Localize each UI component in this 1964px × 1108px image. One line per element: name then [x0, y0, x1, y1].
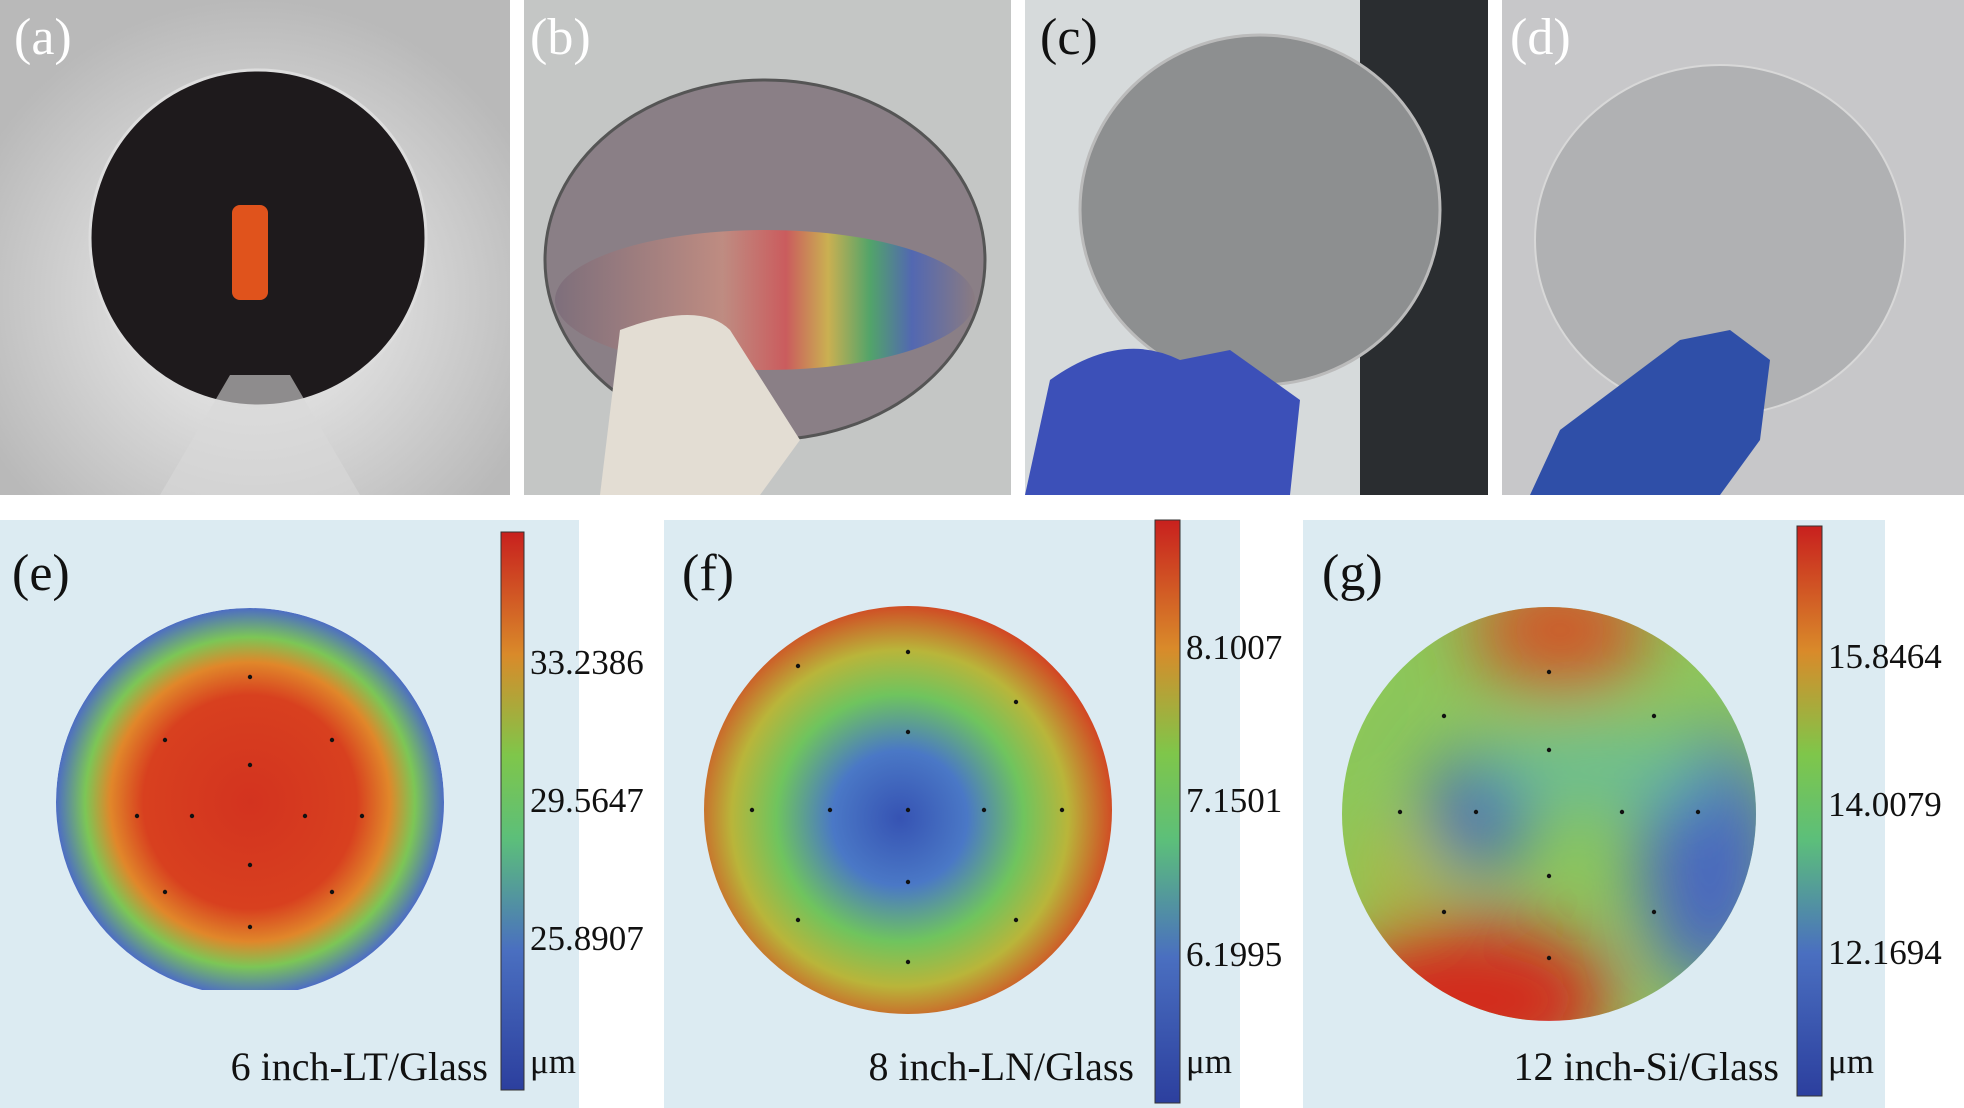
colorbar: [500, 531, 525, 1091]
colorbar-tick-label: 29.5647: [530, 781, 644, 820]
caption: 8 inch-LN/Glass: [868, 1044, 1134, 1089]
measure-point: [329, 889, 335, 895]
colorbar-tick-label: 8.1007: [1186, 628, 1282, 667]
colorbar-unit: μm: [1828, 1042, 1874, 1081]
photo-a: [0, 0, 510, 495]
measure-point: [189, 813, 195, 819]
measure-point: [247, 924, 253, 930]
colorbar-tick-label: 15.8464: [1828, 637, 1942, 676]
measure-point: [1619, 809, 1625, 815]
measure-point: [981, 807, 987, 813]
caption: 6 inch-LT/Glass: [231, 1044, 488, 1089]
measure-point: [1441, 909, 1447, 915]
measure-point: [1473, 809, 1479, 815]
measure-point: [749, 807, 755, 813]
colorbar-tick-label: 6.1995: [1186, 935, 1282, 974]
colorbar-unit: μm: [530, 1042, 576, 1081]
caption: 12 inch-Si/Glass: [1513, 1044, 1779, 1089]
panel-label: (c): [1040, 9, 1098, 66]
colorbar-tick-label: 12.1694: [1828, 933, 1942, 972]
measure-point: [1695, 809, 1701, 815]
colorbar-tick-label: 14.0079: [1828, 785, 1942, 824]
measure-point: [302, 813, 308, 819]
photo-c: [1025, 0, 1488, 495]
measure-point: [162, 737, 168, 743]
panel-label: (d): [1510, 9, 1571, 66]
measure-point: [1546, 873, 1552, 879]
measure-point: [1651, 909, 1657, 915]
colorbar: [1796, 525, 1823, 1097]
measure-point: [1546, 669, 1552, 675]
measure-point: [247, 862, 253, 868]
measure-point: [134, 813, 140, 819]
photo-b: [524, 0, 1011, 495]
measure-point: [1546, 747, 1552, 753]
measure-point: [905, 807, 911, 813]
measure-point: [905, 649, 911, 655]
measure-point: [162, 889, 168, 895]
measure-point: [905, 959, 911, 965]
colorbar-tick-label: 7.1501: [1186, 781, 1282, 820]
panel-label: (b): [530, 9, 591, 66]
measure-point: [795, 917, 801, 923]
measure-point: [1441, 713, 1447, 719]
colorbar: [1154, 519, 1181, 1104]
measure-point: [1397, 809, 1403, 815]
measure-point: [247, 674, 253, 680]
measure-point: [1651, 713, 1657, 719]
panel-label: (e): [12, 545, 70, 602]
measure-point: [247, 762, 253, 768]
measure-point: [1059, 807, 1065, 813]
measure-point: [905, 879, 911, 885]
measure-point: [359, 813, 365, 819]
colorbar-tick-label: 25.8907: [530, 919, 644, 958]
colorbar-unit: μm: [1186, 1042, 1232, 1081]
photo-d: [1502, 0, 1964, 495]
measure-point: [795, 663, 801, 669]
panel-label: (f): [682, 545, 734, 602]
measure-point: [827, 807, 833, 813]
measure-point: [1013, 699, 1019, 705]
panel-label: (g): [1322, 545, 1383, 602]
measure-point: [329, 737, 335, 743]
measure-point: [905, 729, 911, 735]
measure-point: [1013, 917, 1019, 923]
colorbar-tick-label: 33.2386: [530, 643, 644, 682]
panel-label: (a): [14, 9, 72, 66]
map-e: [56, 608, 444, 990]
measure-point: [1546, 955, 1552, 961]
